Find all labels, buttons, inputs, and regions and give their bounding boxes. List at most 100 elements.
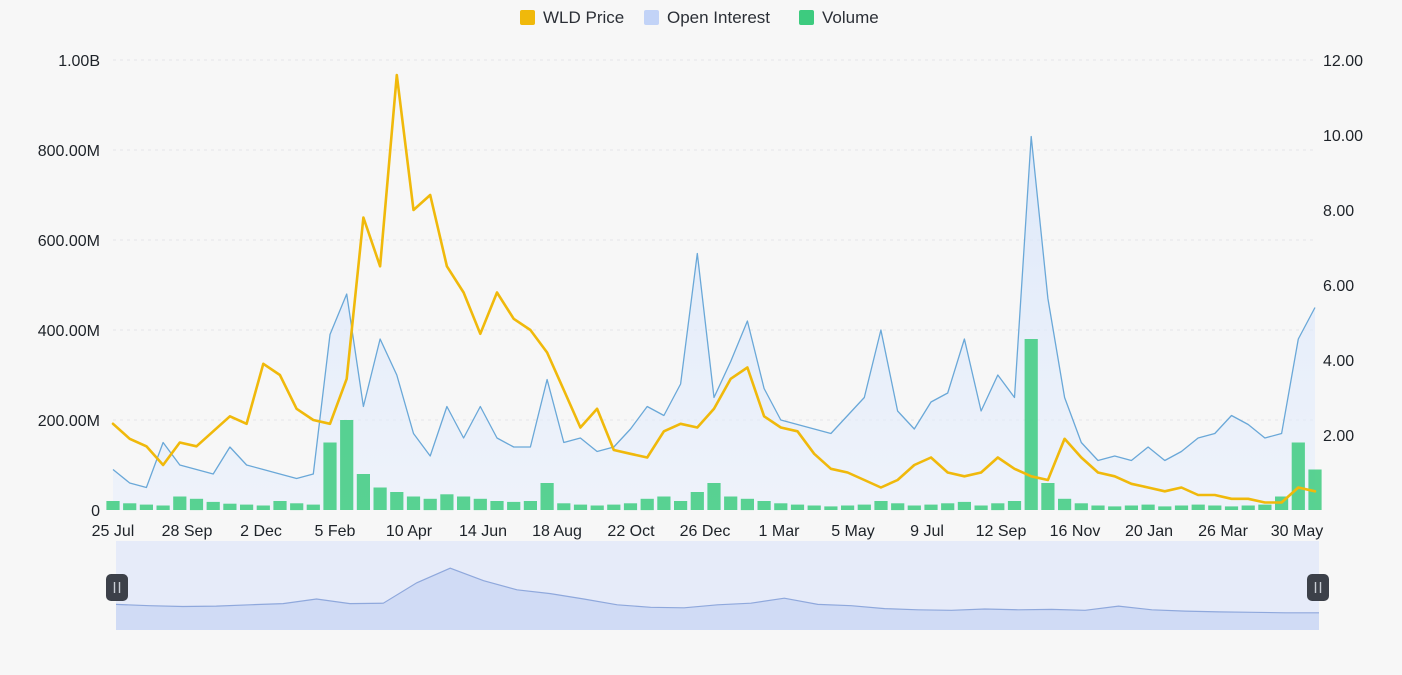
volume-bar (974, 505, 988, 510)
volume-bar (824, 506, 838, 510)
volume-bar (440, 494, 454, 511)
volume-bar (757, 501, 771, 510)
volume-bar (941, 503, 955, 511)
volume-bar (256, 505, 270, 510)
volume-bar (607, 504, 621, 510)
y-axis-left: 0 200.00M 400.00M 600.00M 800.00M 1.00B (38, 53, 100, 520)
volume-bar (907, 505, 921, 510)
legend-item-open-interest[interactable]: Open Interest (644, 8, 770, 27)
x-tick-label: 1 Mar (759, 523, 801, 540)
x-tick-label: 5 May (831, 523, 875, 540)
volume-bar (1191, 504, 1205, 510)
volume-bar (423, 498, 437, 511)
volume-bar (340, 420, 354, 510)
volume-bar (1108, 506, 1122, 510)
y-left-tick-label: 1.00B (58, 53, 100, 70)
volume-bar (707, 483, 721, 510)
volume-bar (373, 487, 387, 510)
volume-bar (323, 442, 337, 510)
navigator-handle-left-body (106, 574, 128, 601)
volume-bar (740, 498, 754, 511)
x-tick-label: 25 Jul (92, 523, 135, 540)
legend-swatch-wld-price (520, 10, 535, 25)
gridlines (113, 59, 1315, 421)
volume-bar (306, 504, 320, 510)
y-right-tick-label: 6.00 (1323, 278, 1354, 295)
volume-bar (657, 496, 671, 510)
x-tick-label: 28 Sep (162, 523, 213, 540)
series-line-wld-price (111, 73, 1317, 504)
navigator-handle-right-body (1307, 574, 1329, 601)
legend-label-volume: Volume (822, 8, 879, 27)
y-left-tick-label: 800.00M (38, 143, 100, 160)
volume-bar (724, 496, 738, 510)
y-left-tick-label: 400.00M (38, 323, 100, 340)
volume-bar (774, 503, 788, 511)
x-tick-label: 26 Mar (1198, 523, 1248, 540)
volume-bar (924, 504, 938, 510)
volume-bar (1224, 506, 1239, 510)
plot-area[interactable] (106, 73, 1322, 511)
volume-bar (156, 505, 170, 510)
y-right-tick-label: 12.00 (1323, 53, 1363, 70)
navigator-handle-right[interactable] (1307, 574, 1329, 601)
volume-bar (590, 505, 604, 510)
volume-bar (523, 501, 537, 510)
x-tick-label: 10 Apr (386, 523, 433, 540)
volume-bar (841, 505, 855, 510)
x-tick-label: 9 Jul (910, 523, 944, 540)
volume-bar (457, 496, 471, 510)
volume-bar (690, 492, 704, 510)
series-volume (106, 339, 1322, 511)
volume-bar (790, 504, 805, 510)
x-tick-label: 20 Jan (1125, 523, 1173, 540)
volume-bar (390, 492, 404, 510)
legend-label-wld-price: WLD Price (543, 8, 624, 27)
x-tick-label: 5 Feb (315, 523, 356, 540)
x-axis: 25 Jul 28 Sep 2 Dec 5 Feb 10 Apr 14 Jun 18 Aug… (92, 523, 1324, 540)
x-tick-label: 16 Nov (1050, 523, 1101, 540)
y-left-tick-label: 600.00M (38, 233, 100, 250)
x-tick-label: 14 Jun (459, 523, 507, 540)
volume-bar (1258, 504, 1272, 510)
volume-bar (1158, 506, 1172, 510)
series-area-open-interest (113, 136, 1315, 510)
volume-bar (874, 501, 888, 510)
legend-item-volume[interactable]: Volume (799, 8, 879, 27)
x-tick-label: 30 May (1271, 523, 1323, 540)
volume-bar (1241, 505, 1255, 510)
volume-bar (406, 496, 421, 510)
range-navigator[interactable] (106, 541, 1329, 630)
volume-bar (1308, 469, 1322, 510)
volume-bar (1141, 504, 1155, 510)
volume-bar (807, 505, 821, 510)
legend-swatch-open-interest (644, 10, 659, 25)
volume-bar (139, 504, 153, 510)
navigator-handle-left[interactable] (106, 574, 128, 601)
legend-item-wld-price[interactable]: WLD Price (520, 8, 624, 27)
x-tick-label: 18 Aug (532, 523, 582, 540)
volume-bar (490, 501, 504, 510)
volume-bar (206, 501, 220, 510)
volume-bar (507, 501, 521, 510)
y-left-tick-label: 0 (91, 503, 100, 520)
volume-bar (540, 483, 554, 510)
y-right-tick-label: 2.00 (1323, 428, 1354, 445)
y-right-tick-label: 8.00 (1323, 203, 1354, 220)
volume-bar (1208, 505, 1222, 510)
y-left-tick-label: 200.00M (38, 413, 100, 430)
volume-bar (356, 474, 370, 510)
volume-bar (891, 503, 905, 511)
series-line-open-interest (112, 135, 1316, 489)
volume-bar (623, 503, 638, 511)
volume-bar (273, 501, 287, 510)
volume-bar (290, 503, 304, 511)
volume-bar (557, 503, 571, 511)
volume-bar (573, 504, 588, 510)
navigator-line (115, 567, 1319, 614)
legend[interactable]: WLD Price Open Interest Volume (520, 8, 879, 27)
volume-bar (957, 501, 971, 510)
volume-bar (1024, 339, 1038, 510)
volume-bar (674, 501, 688, 510)
legend-label-open-interest: Open Interest (667, 8, 770, 27)
